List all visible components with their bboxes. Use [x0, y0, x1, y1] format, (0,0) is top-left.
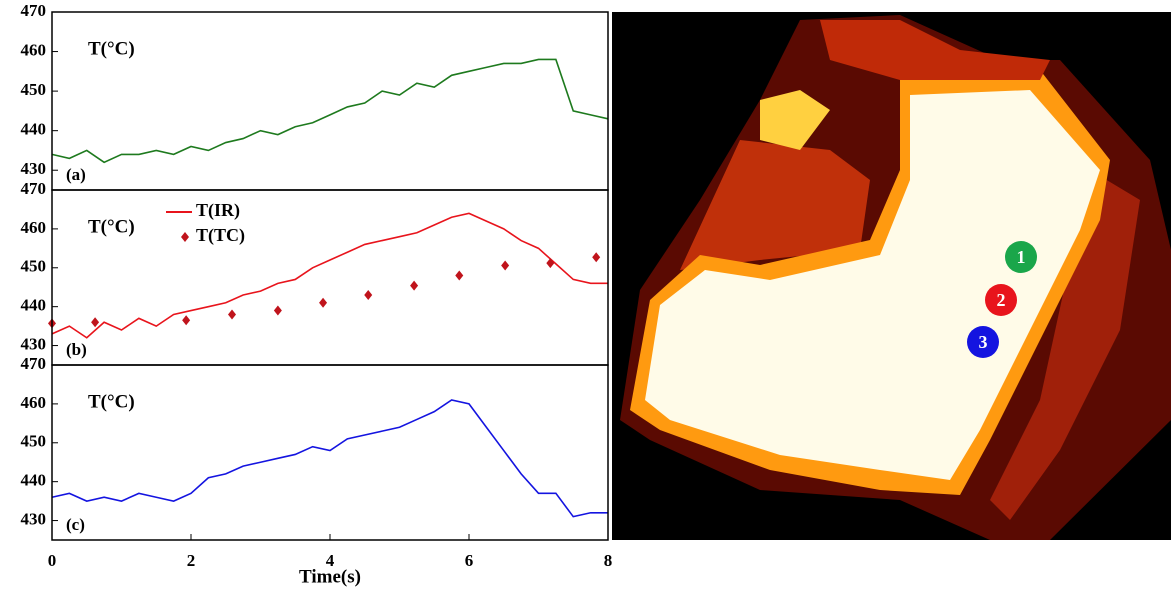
y-tick-label: 460: [21, 393, 47, 412]
tc-marker: [546, 258, 555, 269]
plot-frame: [51, 189, 609, 366]
tc-marker: [319, 297, 328, 308]
tc-marker: [182, 315, 191, 326]
tc-marker: [592, 252, 601, 263]
y-tick-label: 470: [21, 179, 47, 198]
marker-label: 1: [1017, 247, 1026, 267]
y-tick-label: 450: [21, 257, 47, 276]
marker-circle: [985, 284, 1017, 316]
saturated-region: [645, 90, 1100, 480]
y-tick-label: 440: [21, 471, 47, 490]
tc-marker: [455, 270, 464, 281]
warm-region: [820, 20, 1050, 80]
y-tick-label: 450: [21, 432, 47, 451]
warm-region: [680, 140, 870, 270]
marker-label: 2: [997, 290, 1006, 310]
bright-spot: [760, 90, 830, 150]
tc-marker: [410, 280, 419, 291]
y-tick-label: 430: [21, 334, 47, 353]
marker-circle: [967, 326, 999, 358]
y-tick-label: 430: [21, 509, 47, 528]
annotation: T(°C): [88, 391, 135, 412]
marker-circle: [1005, 241, 1037, 273]
annotation: T(°C): [88, 216, 135, 237]
data-line: [51, 212, 608, 339]
thermal-image: 1 2 3: [612, 12, 1171, 540]
x-tick-label: 4: [326, 551, 335, 570]
panel-label: (a): [66, 165, 86, 184]
legend-label: T(TC): [196, 225, 245, 246]
x-axis-label: Time(s): [299, 566, 361, 587]
plot-frame: [51, 364, 609, 541]
legend-label: T(IR): [196, 200, 240, 221]
panel-label: (b): [66, 340, 87, 359]
x-tick-label: 8: [604, 551, 613, 570]
y-tick-label: 440: [21, 120, 47, 139]
tc-marker: [501, 260, 510, 271]
y-tick-label: 450: [21, 80, 47, 99]
y-tick-label: 470: [21, 1, 47, 20]
tc-marker: [273, 305, 282, 316]
x-tick-label: 0: [48, 551, 57, 570]
tc-marker: [228, 309, 237, 320]
tc-marker: [91, 317, 100, 328]
data-line: [51, 399, 608, 518]
legend-marker: [181, 232, 189, 242]
x-tick-label: 6: [465, 551, 474, 570]
y-tick-label: 460: [21, 40, 47, 59]
x-tick-label: 2: [187, 551, 196, 570]
y-tick-label: 460: [21, 218, 47, 237]
annotation: T(°C): [88, 38, 135, 59]
data-line: [51, 58, 609, 164]
y-tick-label: 470: [21, 354, 47, 373]
tc-marker: [364, 290, 373, 300]
panel-label: (c): [66, 515, 85, 534]
warm-edge: [990, 170, 1140, 520]
y-tick-label: 440: [21, 296, 47, 315]
y-tick-label: 430: [21, 159, 47, 178]
plot-frame: [51, 11, 609, 191]
marker-label: 3: [979, 332, 988, 352]
